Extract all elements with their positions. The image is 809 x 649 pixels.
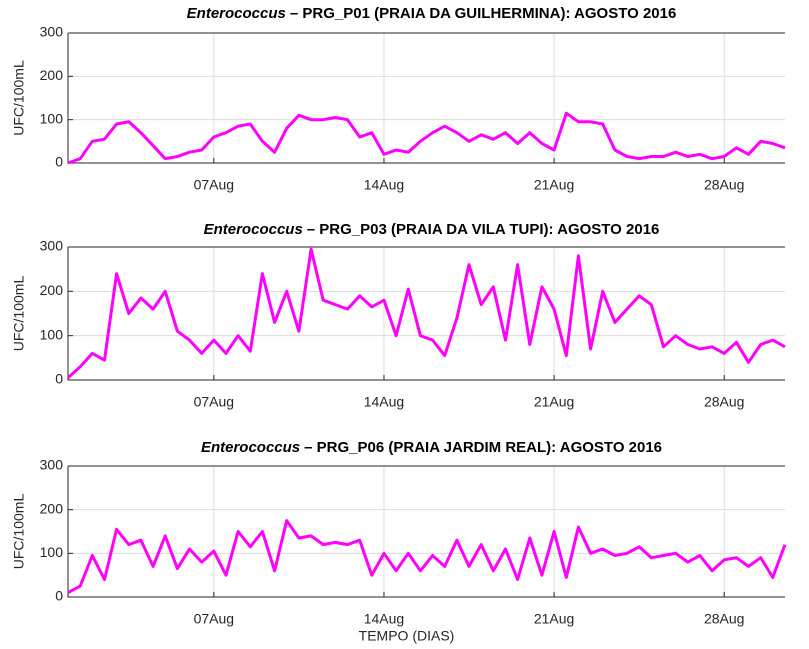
x-axis-label: TEMPO (DIAS) [359, 628, 455, 644]
chart-title: Enterococcus – PRG_P03 (PRAIA DA VILA TUP… [204, 221, 660, 238]
y-tick-label: 0 [55, 588, 63, 604]
y-tick-label: 0 [55, 371, 63, 387]
x-tick-label: 07Aug [194, 611, 234, 627]
data-line [67, 111, 786, 165]
x-tick-label: 28Aug [704, 611, 744, 627]
title-text: – PRG_P01 (PRAIA DA GUILHERMINA): AGOSTO… [290, 5, 676, 22]
y-tick-label: 200 [40, 282, 64, 298]
x-tick-label: 14Aug [364, 394, 404, 410]
axis-frame [67, 246, 785, 381]
data-line [67, 519, 787, 594]
chart-title: Enterococcus – PRG_P01 (PRAIA DA GUILHERM… [187, 5, 677, 22]
plot-area [68, 247, 785, 380]
x-tick-label: 21Aug [534, 177, 574, 193]
y-tick-label: 200 [40, 500, 64, 516]
y-tick-label: 300 [40, 238, 64, 254]
y-axis-label: UFC/100mL [11, 276, 27, 352]
y-tick-label: 100 [40, 326, 64, 342]
x-tick-label: 14Aug [364, 177, 404, 193]
title-organism: Enterococcus [187, 5, 286, 22]
x-tick-label: 21Aug [534, 394, 574, 410]
x-tick-label: 07Aug [194, 394, 234, 410]
x-tick-label: 28Aug [704, 177, 744, 193]
data-line [66, 247, 786, 379]
plot-area [68, 33, 785, 163]
title-text: – PRG_P03 (PRAIA DA VILA TUPI): AGOSTO 2… [307, 221, 660, 238]
x-tick-label: 14Aug [364, 611, 404, 627]
axis-frame [67, 465, 785, 598]
y-tick-label: 100 [40, 110, 64, 126]
title-organism: Enterococcus [204, 221, 303, 238]
y-tick-label: 300 [40, 24, 64, 40]
y-axis-label: UFC/100mL [11, 494, 27, 570]
y-tick-label: 0 [55, 154, 63, 170]
title-organism: Enterococcus [201, 439, 300, 456]
plot-area [68, 466, 785, 597]
y-axis-label: UFC/100mL [11, 60, 27, 136]
y-tick-label: 100 [40, 544, 64, 560]
x-tick-label: 21Aug [534, 611, 574, 627]
x-tick-label: 28Aug [704, 394, 744, 410]
y-tick-label: 300 [40, 457, 64, 473]
chart-title: Enterococcus – PRG_P06 (PRAIA JARDIM REAL… [201, 439, 662, 456]
x-tick-label: 07Aug [194, 177, 234, 193]
y-tick-label: 200 [40, 67, 64, 83]
title-text: – PRG_P06 (PRAIA JARDIM REAL): AGOSTO 20… [304, 439, 662, 456]
